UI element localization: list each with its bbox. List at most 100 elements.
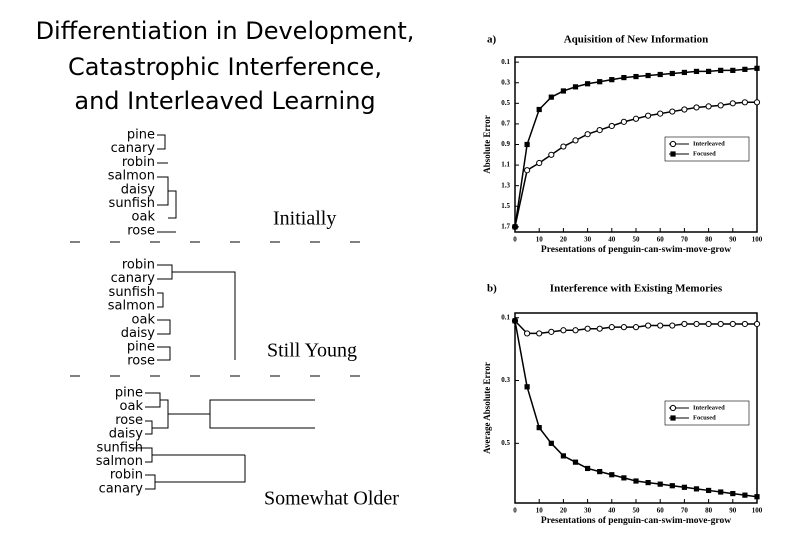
point (572, 459, 579, 465)
point (572, 84, 579, 90)
point (536, 106, 542, 113)
point (609, 472, 615, 478)
leaf-label: salmon (96, 454, 143, 469)
legend-label: Focused (693, 150, 716, 157)
point (717, 320, 724, 328)
point (669, 322, 676, 329)
y-tick-label: 0.3 (501, 78, 510, 86)
point (548, 94, 554, 100)
title-line: Catastrophic Interference, (68, 53, 382, 81)
point (693, 320, 700, 328)
y-axis-label: Average Absolute Error (482, 362, 492, 454)
point (645, 112, 652, 119)
point (584, 325, 591, 332)
point (524, 330, 531, 337)
x-tick-label: 100 (752, 507, 763, 515)
point (645, 479, 651, 486)
panel-label: a) (487, 34, 497, 46)
y-tick-label: 0.7 (501, 120, 510, 128)
point (681, 320, 688, 328)
leaf-label: robin (122, 258, 155, 273)
point (693, 104, 700, 111)
legend-label: Interleaved (693, 404, 725, 411)
leaf-label: daisy (121, 326, 156, 341)
point (753, 99, 761, 106)
legend-label: Interleaved (693, 140, 725, 147)
panel-label: b) (487, 283, 497, 295)
y-tick-label: 0.5 (501, 439, 510, 447)
point (717, 102, 724, 109)
point (729, 100, 736, 107)
point (632, 115, 640, 122)
point (730, 67, 736, 73)
y-tick-label: 0.3 (501, 376, 510, 384)
x-tick-label: 40 (608, 236, 616, 244)
point (741, 99, 749, 106)
point (705, 320, 712, 328)
leaf-label: oak (120, 399, 144, 414)
point (512, 224, 518, 230)
point (572, 327, 579, 334)
point (645, 322, 652, 329)
point (754, 65, 760, 71)
x-tick-label: 100 (752, 236, 763, 244)
point (548, 440, 554, 446)
leaf-label: canary (111, 141, 156, 156)
point (524, 141, 530, 148)
legend-marker (670, 151, 676, 157)
legend-box (664, 400, 750, 426)
x-tick-label: 80 (705, 507, 713, 515)
point (669, 483, 675, 489)
leaf-label: rose (115, 413, 143, 428)
point (705, 103, 712, 110)
point (706, 68, 712, 75)
x-tick-label: 80 (705, 236, 713, 244)
legend-label: Focused (693, 414, 716, 421)
dendrogram-caption: Somewhat Older (264, 488, 399, 510)
point (608, 324, 615, 331)
point (693, 486, 700, 492)
title-line: Differentiation in Development, (36, 17, 415, 45)
chart-title: Interference with Existing Memories (550, 283, 723, 295)
point (718, 489, 724, 495)
point (681, 69, 687, 76)
chart-title: Aquisition of New Information (564, 34, 709, 46)
x-tick-label: 40 (608, 507, 616, 515)
point (621, 74, 627, 81)
leaf-label: sunfish (97, 440, 143, 455)
leaf-label: canary (111, 271, 156, 286)
point (657, 110, 664, 117)
point (693, 68, 700, 75)
x-tick-label: 70 (681, 507, 689, 515)
point (632, 324, 640, 331)
point (597, 468, 603, 475)
point (524, 167, 531, 174)
point (609, 77, 615, 83)
leaf-label: oak (132, 312, 156, 327)
point (596, 126, 603, 134)
x-tick-label: 0 (513, 507, 517, 515)
leaf-label: pine (127, 340, 155, 355)
leaf-label: pine (115, 386, 143, 401)
legend-marker (669, 140, 677, 148)
leaf-label: sunfish (109, 285, 155, 300)
point (669, 108, 676, 115)
y-tick-label: 0.5 (501, 99, 510, 107)
point (548, 151, 555, 158)
point (560, 88, 566, 94)
point (657, 71, 663, 78)
leaf-label: robin (110, 468, 143, 483)
point (560, 327, 567, 334)
point (620, 324, 628, 331)
x-tick-label: 20 (560, 507, 568, 515)
point (657, 481, 663, 487)
leaf-label: pine (127, 128, 155, 143)
x-tick-label: 20 (560, 236, 568, 244)
leaf-label: salmon (108, 169, 155, 184)
y-axis-label: Absolute Error (482, 115, 492, 174)
point (742, 66, 748, 72)
y-tick-label: 0.1 (501, 313, 510, 321)
x-tick-label: 50 (633, 236, 641, 244)
